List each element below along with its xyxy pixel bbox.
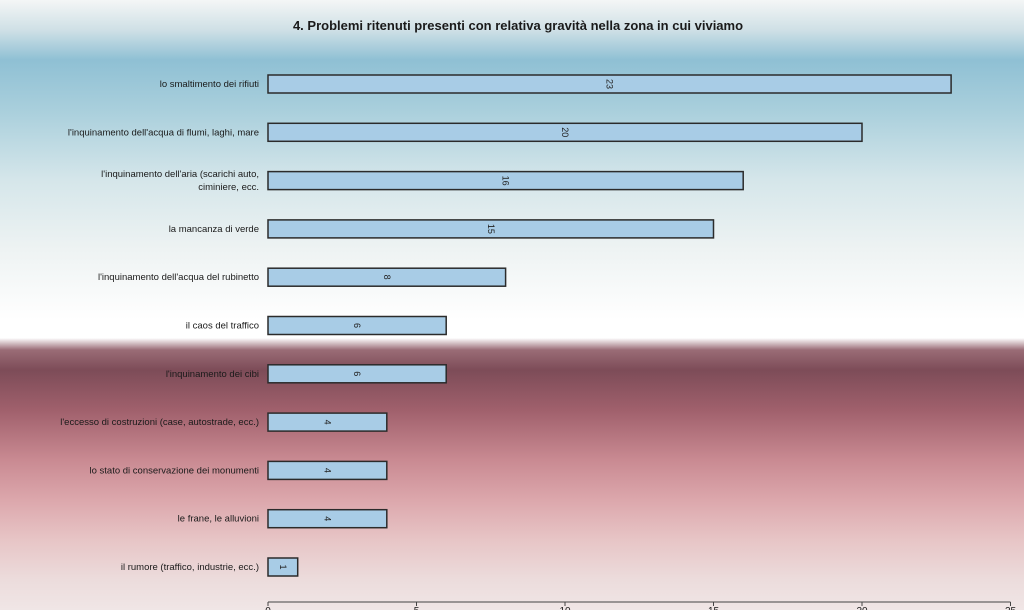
bar-value-label: 4	[322, 468, 332, 473]
bar-value-label: 23	[605, 79, 615, 89]
bar-value-label: 6	[352, 323, 362, 328]
bar-value-label: 8	[382, 275, 392, 280]
bar-value-label: 15	[486, 224, 496, 234]
bar-value-label: 4	[322, 516, 332, 521]
bars-group: 23 20 16 15 8 6 6 4 4 4 1	[267, 74, 952, 577]
x-tick-label: 20	[856, 606, 868, 610]
bar	[267, 74, 952, 94]
category-label: la mancanza di verde	[169, 223, 259, 234]
bar-value-label: 4	[322, 420, 332, 425]
bar-value-label: 16	[501, 176, 511, 186]
category-label: il caos del traffico	[186, 320, 259, 331]
x-axis: 0 5 10 15 20 25	[265, 601, 1017, 610]
bar-value-label: 1	[278, 564, 288, 569]
x-tick-label: 15	[708, 606, 720, 610]
category-labels: lo smaltimento dei rifiuti l'inquinamento…	[60, 79, 259, 573]
category-label: l'inquinamento dell'acqua del rubinetto	[98, 272, 259, 283]
category-label: il rumore (traffico, industrie, ecc.)	[121, 562, 259, 573]
bar-value-label: 6	[352, 371, 362, 376]
chart-title: 4. Problemi ritenuti presenti con relati…	[293, 18, 743, 33]
category-label: l'inquinamento dei cibi	[166, 368, 259, 379]
bar-value-label: 20	[560, 127, 570, 137]
bar	[267, 122, 863, 143]
category-label: le frane, le alluvioni	[178, 513, 259, 524]
category-label: lo smaltimento dei rifiuti	[160, 79, 259, 90]
bar	[267, 170, 744, 191]
x-tick-label: 5	[414, 606, 420, 610]
bar	[267, 267, 507, 287]
bar	[267, 315, 447, 336]
category-label: l'inquinamento dell'aria (scarichi auto,…	[101, 169, 259, 193]
category-label: l'inquinamento dell'acqua di flumi, lagh…	[68, 127, 259, 138]
category-label: l'eccesso di costruzioni (case, autostra…	[60, 417, 259, 428]
bar	[267, 364, 447, 384]
x-tick-label: 10	[559, 606, 571, 610]
x-tick-label: 25	[1005, 606, 1017, 610]
bar	[267, 412, 388, 432]
bar	[267, 508, 388, 529]
x-tick-label: 0	[265, 606, 271, 610]
category-label: lo stato di conservazione dei monumenti	[89, 465, 259, 476]
bar	[267, 557, 299, 577]
bar	[267, 219, 715, 239]
bar	[267, 460, 388, 481]
